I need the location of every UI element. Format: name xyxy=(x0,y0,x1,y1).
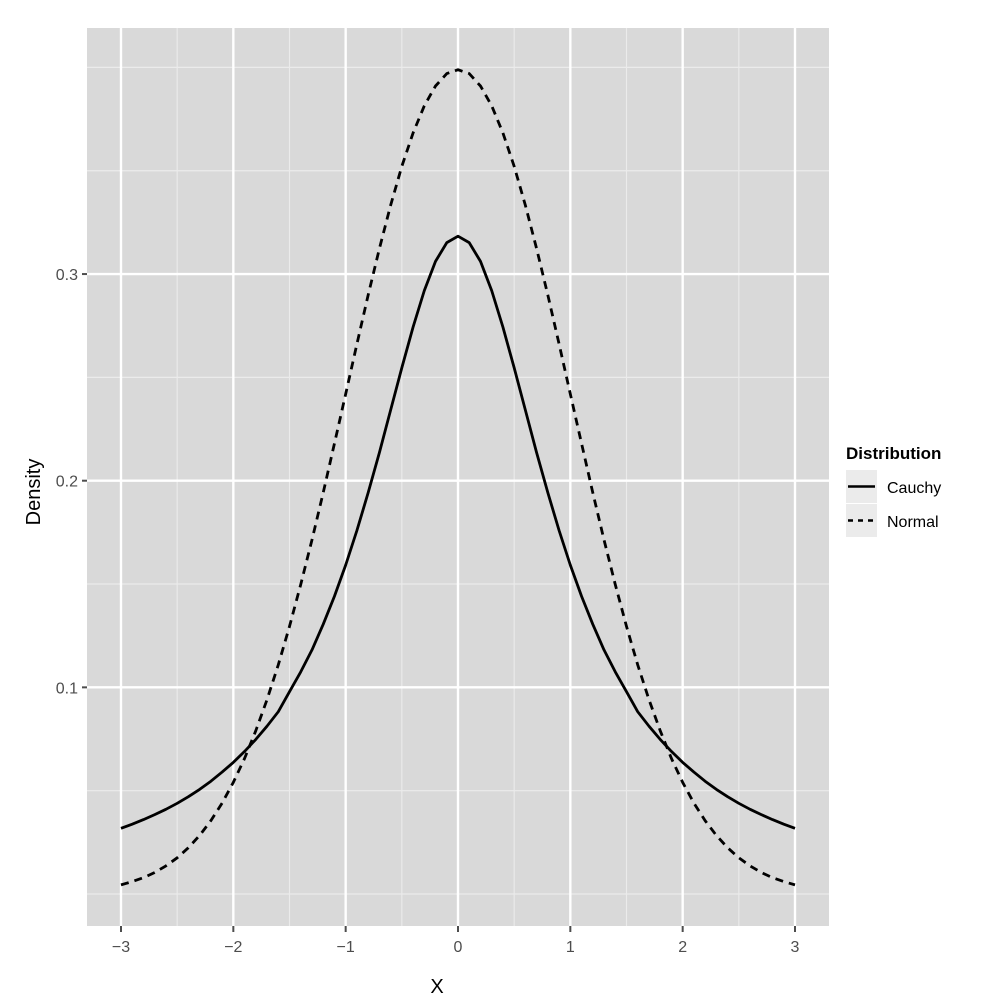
x-tick-label: 3 xyxy=(791,939,800,956)
y-axis: 0.1 0.2 0.3 xyxy=(56,267,87,697)
y-axis-title: Density xyxy=(23,459,45,526)
series-line-cauchy xyxy=(120,234,796,830)
x-axis: −3 −2 −1 0 1 2 3 xyxy=(112,926,800,956)
x-tick-label: 0 xyxy=(454,939,463,956)
series-line-normal xyxy=(120,68,796,887)
major-gridlines xyxy=(87,28,829,926)
x-tick-label: 2 xyxy=(678,939,687,956)
x-axis-title: X xyxy=(430,976,443,998)
legend-label-cauchy: Cauchy xyxy=(887,480,941,497)
y-tick-label: 0.3 xyxy=(56,267,78,284)
legend-label-normal: Normal xyxy=(887,514,939,531)
x-tick-label: 1 xyxy=(566,939,575,956)
y-tick-label: 0.1 xyxy=(56,680,78,697)
x-tick-label: −1 xyxy=(337,939,355,956)
data-series xyxy=(120,68,796,887)
x-tick-label: −2 xyxy=(224,939,242,956)
y-tick-label: 0.2 xyxy=(56,474,78,491)
legend-item-normal: Normal xyxy=(846,504,939,537)
x-tick-label: −3 xyxy=(112,939,130,956)
legend-title: Distribution xyxy=(846,444,941,463)
legend-item-cauchy: Cauchy xyxy=(846,470,941,503)
legend: Distribution Cauchy Normal xyxy=(846,444,941,537)
